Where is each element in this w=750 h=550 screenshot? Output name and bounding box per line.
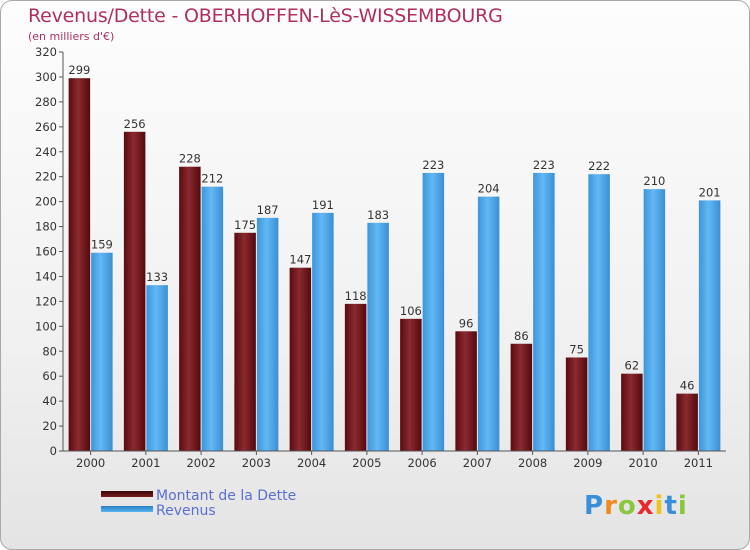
x-tick-label: 2009	[573, 456, 602, 470]
proxiti-logo: Proxiti	[584, 491, 688, 521]
y-tick-label: 240	[35, 145, 57, 159]
y-tick-label: 300	[35, 70, 57, 84]
data-label-revenus: 212	[201, 172, 223, 186]
data-label-revenus: 183	[367, 208, 389, 222]
data-label-revenus: 159	[91, 238, 113, 252]
data-label-dette: 46	[680, 379, 695, 393]
data-label-revenus: 191	[312, 198, 334, 212]
bar-revenus	[91, 252, 113, 451]
y-tick-label: 0	[50, 444, 57, 458]
legend-swatch-dette	[101, 491, 153, 497]
bar-dette	[510, 343, 533, 451]
data-label-dette: 228	[179, 152, 201, 166]
y-tick-label: 40	[42, 394, 57, 408]
data-label-revenus: 133	[146, 270, 168, 284]
chart-subtitle: (en milliers d'€)	[28, 30, 115, 43]
x-tick-label: 2007	[463, 456, 492, 470]
bar-revenus	[643, 189, 666, 451]
bar-dette	[400, 318, 422, 451]
y-tick-label: 200	[35, 195, 57, 209]
x-tick-label: 2011	[684, 456, 713, 470]
bar-revenus	[422, 172, 445, 451]
data-label-dette: 75	[569, 342, 584, 356]
y-tick-label: 180	[35, 220, 57, 234]
data-label-dette: 106	[400, 304, 422, 318]
bar-dette	[179, 166, 201, 451]
legend-swatch-revenus	[101, 506, 153, 512]
bar-revenus	[146, 285, 168, 451]
data-label-dette: 86	[514, 329, 529, 343]
y-tick-label: 280	[35, 95, 57, 109]
bar-dette	[676, 393, 698, 451]
y-tick-label: 120	[35, 294, 57, 308]
y-tick-label: 160	[35, 245, 57, 259]
x-tick-label: 2004	[297, 456, 326, 470]
y-tick-label: 140	[35, 269, 57, 283]
x-tick-label: 2002	[186, 456, 215, 470]
x-axis: 2000 2001 2002 2003 2004 2005 2006 2007 2008 2009…	[63, 450, 726, 470]
bar-revenus	[698, 200, 721, 451]
x-tick-label: 2001	[131, 456, 160, 470]
bar-dette	[565, 357, 588, 451]
data-label-dette: 96	[459, 316, 474, 330]
bar-revenus	[477, 196, 500, 451]
bar-dette	[68, 78, 91, 451]
data-label-dette: 62	[625, 359, 640, 373]
data-label-dette: 299	[68, 63, 90, 77]
bar-revenus	[256, 217, 279, 451]
data-label-revenus: 222	[588, 159, 610, 173]
logo-letter: i	[654, 491, 665, 521]
data-label-revenus: 223	[533, 158, 555, 172]
y-tick-label: 320	[35, 45, 57, 59]
bar-revenus	[533, 172, 555, 451]
data-label-dette: 118	[345, 289, 367, 303]
bar-dette	[123, 131, 146, 452]
bar-dette	[289, 267, 312, 451]
y-tick-label: 60	[42, 369, 57, 383]
y-axis: 0 20 40 60 80 100 120 140 160 180 200 220 240 260 280 3…	[35, 45, 64, 458]
y-tick-label: 220	[35, 170, 57, 184]
logo-letter: r	[604, 491, 618, 521]
data-label-revenus: 210	[643, 174, 665, 188]
y-tick-label: 80	[42, 344, 57, 358]
data-label-revenus: 223	[422, 158, 444, 172]
x-tick-label: 2006	[407, 456, 436, 470]
x-tick-label: 2010	[628, 456, 657, 470]
data-label-dette: 147	[289, 253, 311, 267]
bar-dette	[621, 373, 643, 451]
legend-label-dette: Montant de la Dette	[156, 488, 297, 504]
bar-revenus	[588, 174, 610, 451]
logo-letter: x	[636, 491, 655, 521]
x-tick-label: 2003	[242, 456, 271, 470]
logo-letter: t	[664, 491, 678, 521]
legend-label-revenus: Revenus	[156, 503, 216, 519]
y-tick-label: 20	[42, 419, 57, 433]
bar-revenus	[201, 186, 224, 451]
data-label-dette: 175	[234, 218, 256, 232]
bar-revenus	[367, 222, 389, 451]
logo-letter: i	[677, 491, 688, 521]
y-tick-label: 260	[35, 120, 57, 134]
y-tick-label: 100	[35, 319, 57, 333]
data-label-revenus: 204	[478, 182, 500, 196]
data-label-revenus: 201	[699, 185, 721, 199]
data-label-revenus: 187	[257, 203, 279, 217]
bar-dette	[234, 232, 256, 451]
logo-letter: o	[617, 491, 637, 521]
bar-revenus	[312, 212, 334, 451]
x-tick-label: 2008	[518, 456, 547, 470]
bar-dette	[344, 303, 367, 451]
bar-dette	[455, 331, 477, 451]
logo-letter: P	[584, 491, 605, 521]
data-label-dette: 256	[124, 117, 146, 131]
x-tick-label: 2000	[76, 456, 105, 470]
x-tick-label: 2005	[352, 456, 381, 470]
chart-title: Revenus/Dette - OBERHOFFEN-LèS-WISSEMBOU…	[28, 5, 503, 27]
